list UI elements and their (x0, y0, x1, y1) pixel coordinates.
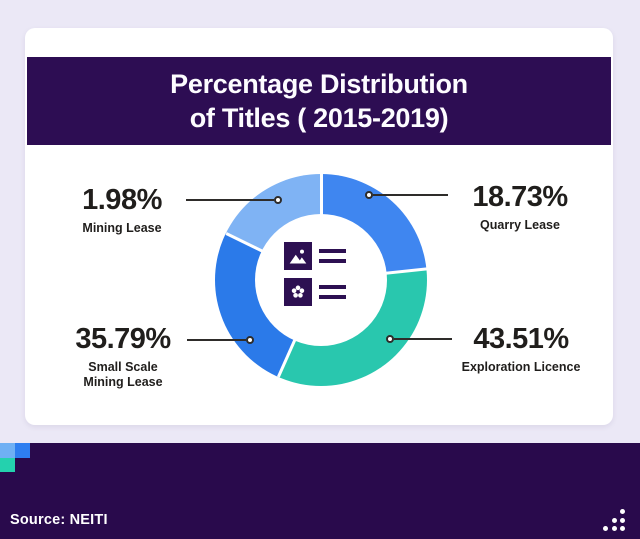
legend-text-bars-1 (319, 249, 346, 263)
exploration-value: 43.51% (473, 323, 569, 355)
text-line-bar (319, 295, 346, 299)
donut-center-legend (284, 242, 346, 306)
callout-small-scale-mining-lease: 35.79% Small Scale Mining Lease (53, 324, 193, 390)
text-line-bar (319, 249, 346, 253)
flower-icon (284, 278, 312, 306)
legend-row-1 (284, 242, 346, 270)
donut-segment-divider (319, 174, 323, 280)
small-scale-label: Small Scale Mining Lease (83, 360, 163, 389)
page-title-line-1: Percentage Distribution (170, 69, 468, 99)
quarry-lease-value: 18.73% (472, 181, 568, 213)
deco-square-blue (15, 443, 30, 458)
quarry-lease-label: Quarry Lease (480, 218, 560, 232)
text-line-bar (319, 259, 346, 263)
callout-ring-mining-lease (274, 196, 282, 204)
donut-chart (215, 174, 427, 386)
source-credit: Source: NEITI (10, 512, 108, 528)
mining-lease-value: 1.98% (82, 184, 162, 216)
callout-ring-small-scale (246, 336, 254, 344)
callout-line-mining-lease (186, 199, 274, 201)
title-banner: Percentage Distribution of Titles ( 2015… (27, 57, 611, 145)
callout-mining-lease: 1.98% Mining Lease (50, 185, 194, 236)
legend-text-bars-2 (319, 285, 346, 299)
exploration-label: Exploration Licence (461, 360, 581, 374)
callout-ring-quarry-lease (365, 191, 373, 199)
dots-logo (603, 509, 630, 536)
deco-square-lightblue (0, 443, 15, 458)
small-scale-value: 35.79% (75, 323, 171, 355)
footer-band (0, 443, 640, 539)
text-line-bar (319, 285, 346, 289)
callout-line-exploration (394, 338, 452, 340)
page-title-line-2: of Titles ( 2015-2019) (189, 103, 449, 133)
mining-lease-label: Mining Lease (82, 221, 162, 235)
deco-square-teal (0, 458, 15, 472)
callout-quarry-lease: 18.73% Quarry Lease (452, 182, 588, 233)
callout-exploration-licence: 43.51% Exploration Licence (448, 324, 594, 375)
callout-line-quarry-lease (373, 194, 448, 196)
picture-icon (284, 242, 312, 270)
callout-ring-exploration (386, 335, 394, 343)
legend-row-2 (284, 278, 346, 306)
callout-line-small-scale (187, 339, 246, 341)
